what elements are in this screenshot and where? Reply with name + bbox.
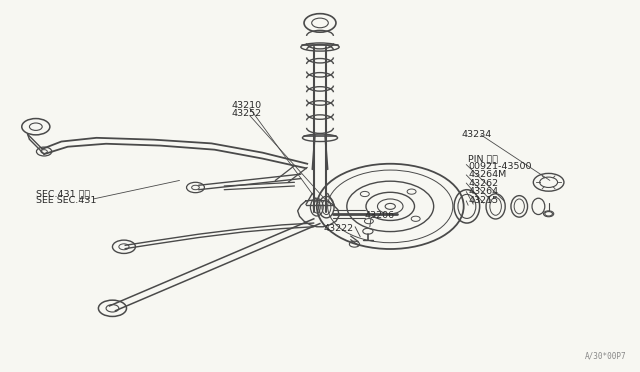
Text: 43234: 43234	[462, 129, 492, 139]
Text: 43262: 43262	[468, 179, 499, 187]
Text: 43264: 43264	[468, 187, 499, 196]
Text: 43215: 43215	[468, 196, 499, 205]
Text: 43222: 43222	[323, 224, 353, 233]
Text: 43206: 43206	[365, 211, 395, 220]
Text: 43210: 43210	[232, 102, 262, 110]
Text: SEC.431 参照: SEC.431 参照	[36, 190, 90, 199]
Text: PIN ピン: PIN ピン	[468, 155, 498, 164]
Text: 43252: 43252	[232, 109, 262, 118]
Text: SEE SEC.431: SEE SEC.431	[36, 196, 96, 205]
Text: 43264M: 43264M	[468, 170, 506, 179]
Text: 00921-43500: 00921-43500	[468, 162, 532, 171]
Text: A/30*00P7: A/30*00P7	[585, 351, 627, 360]
